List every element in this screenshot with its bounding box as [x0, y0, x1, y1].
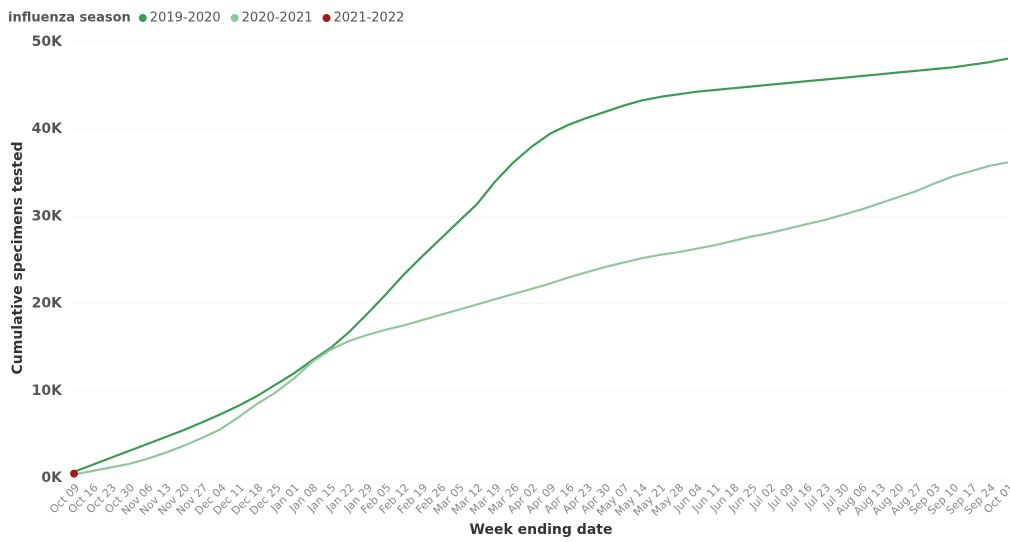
y-tick-label: 0K	[41, 470, 63, 486]
legend-marker	[138, 14, 147, 22]
x-axis-title: Week ending date	[470, 522, 613, 538]
y-tick-label: 50K	[32, 34, 63, 50]
series-line	[73, 161, 1009, 476]
y-axis-title: Cumulative specimens tested	[10, 142, 26, 375]
y-tick-label: 20K	[32, 296, 63, 312]
legend-label: 2019-2020	[150, 11, 221, 26]
series-line	[73, 57, 1009, 473]
legend-marker	[230, 14, 239, 22]
data-point	[70, 469, 78, 478]
y-tick-label: 40K	[32, 121, 63, 137]
legend-label: 2021-2022	[334, 11, 405, 26]
y-tick-label: 30K	[32, 208, 63, 224]
legend-marker	[322, 14, 331, 22]
legend-label: 2020-2021	[242, 11, 313, 26]
legend-title: influenza season	[8, 11, 131, 26]
y-tick-label: 10K	[32, 383, 63, 399]
